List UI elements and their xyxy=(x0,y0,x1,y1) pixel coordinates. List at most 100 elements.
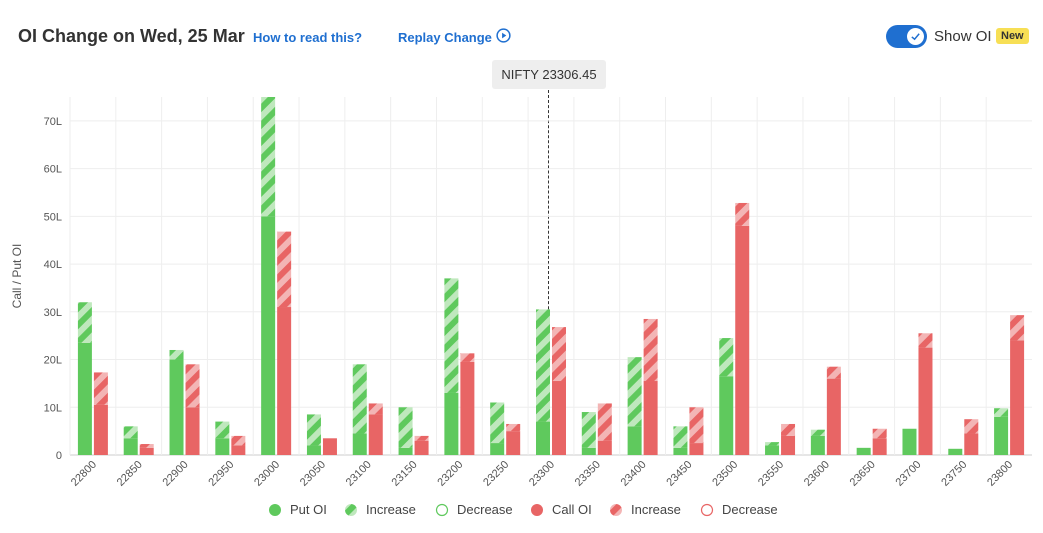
put-oi-bar xyxy=(581,447,596,455)
put-increase-bar xyxy=(215,421,230,439)
x-tick-label: 23450 xyxy=(664,459,694,489)
spot-price-label: NIFTY 23306.45 xyxy=(492,60,606,89)
call-oi-bar xyxy=(1010,340,1025,455)
call-decrease-swatch xyxy=(700,503,714,516)
put-oi-bar xyxy=(673,447,688,455)
x-tick-label: 23200 xyxy=(435,459,465,489)
replay-change-link[interactable]: Replay Change xyxy=(398,30,492,45)
put-oi-bar xyxy=(994,416,1009,455)
legend-label: Put OI xyxy=(290,502,327,517)
y-tick-label: 10L xyxy=(44,402,62,414)
call-oi-bar xyxy=(689,443,704,455)
call-increase-bar xyxy=(414,435,429,441)
call-oi-bar xyxy=(918,347,933,455)
put-oi-bar xyxy=(123,438,138,455)
call-increase-bar xyxy=(93,372,108,405)
legend-put-oi[interactable]: Put OI xyxy=(268,502,327,517)
call-increase-bar xyxy=(872,428,887,439)
call-oi-bar xyxy=(322,438,337,455)
call-oi-bar xyxy=(506,431,521,455)
call-oi-bar xyxy=(552,381,566,455)
check-icon xyxy=(911,33,920,41)
call-increase-bar xyxy=(368,403,383,415)
call-oi-bar xyxy=(643,381,658,455)
put-decrease-swatch xyxy=(435,503,449,516)
call-increase-bar xyxy=(231,435,246,446)
put-oi-bar xyxy=(536,421,550,455)
new-badge: New xyxy=(996,28,1029,44)
put-oi-bar xyxy=(490,443,505,455)
play-circle-icon[interactable] xyxy=(496,28,511,43)
call-increase-bar xyxy=(552,327,566,382)
put-increase-bar xyxy=(352,364,367,434)
put-oi-bar xyxy=(169,359,184,455)
call-oi-bar xyxy=(231,445,246,455)
x-tick-label: 23100 xyxy=(344,459,374,489)
put-increase-bar xyxy=(719,338,734,377)
y-tick-label: 60L xyxy=(44,164,62,176)
bars xyxy=(77,97,1025,455)
put-increase-bar xyxy=(123,426,138,439)
put-oi-bar xyxy=(77,342,92,455)
put-oi-bar xyxy=(627,426,642,455)
put-increase-bar xyxy=(536,309,550,422)
oi-bar-chart: 0 10L 20L 30L 40L 50L 60L 70L 22800 22850 22900 229… xyxy=(10,97,1032,489)
call-increase-bar xyxy=(597,403,612,441)
call-increase-bar xyxy=(735,202,750,226)
x-tick-label: 23600 xyxy=(802,459,832,489)
x-tick-label: 22850 xyxy=(115,459,145,489)
put-increase-bar xyxy=(994,408,1009,417)
put-increase-bar xyxy=(810,429,825,436)
x-tick-label: 23250 xyxy=(481,459,511,489)
legend-label: Increase xyxy=(631,502,681,517)
x-tick-label: 23400 xyxy=(619,459,649,489)
call-oi-bar xyxy=(185,407,200,455)
call-increase-bar xyxy=(277,231,292,308)
legend-label: Call OI xyxy=(552,502,592,517)
call-increase-swatch xyxy=(610,503,622,516)
x-tick-label: 22950 xyxy=(206,459,236,489)
call-increase-bar xyxy=(139,444,154,448)
put-oi-bar xyxy=(352,433,367,455)
put-oi-bar xyxy=(398,447,413,455)
put-increase-bar xyxy=(77,302,92,343)
call-increase-bar xyxy=(460,353,475,362)
legend-call-increase[interactable]: Increase xyxy=(609,502,681,517)
legend-label: Decrease xyxy=(457,502,513,517)
put-increase-bar xyxy=(261,97,276,217)
put-increase-bar xyxy=(673,426,688,448)
x-tick-label: 22900 xyxy=(161,459,191,489)
legend-put-increase[interactable]: Increase xyxy=(344,502,416,517)
show-oi-toggle[interactable] xyxy=(886,25,927,48)
x-tick-label: 23550 xyxy=(756,459,786,489)
put-increase-bar xyxy=(581,412,596,448)
call-oi-bar xyxy=(139,447,154,455)
put-increase-bar xyxy=(398,407,413,448)
y-tick-label: 20L xyxy=(44,355,62,367)
call-oi-bar xyxy=(368,414,383,455)
y-tick-label: 40L xyxy=(44,259,62,271)
call-oi-bar xyxy=(964,433,979,455)
put-increase-bar xyxy=(444,278,459,393)
chart-title: OI Change on Wed, 25 Mar xyxy=(18,26,245,46)
legend-label: Increase xyxy=(366,502,416,517)
legend-put-decrease[interactable]: Decrease xyxy=(435,502,513,517)
call-increase-bar xyxy=(185,364,200,408)
legend-call-oi[interactable]: Call OI xyxy=(530,502,592,517)
spot-price-line xyxy=(548,90,549,455)
call-oi-bar xyxy=(460,361,475,455)
call-increase-bar xyxy=(781,423,796,436)
x-tick-label: 23500 xyxy=(710,459,740,489)
x-tick-label: 23050 xyxy=(298,459,328,489)
call-oi-swatch xyxy=(531,503,543,516)
how-to-read-link[interactable]: How to read this? xyxy=(253,30,363,45)
x-tick-label: 23150 xyxy=(390,459,420,489)
x-tick-label: 22800 xyxy=(69,459,99,489)
legend-call-decrease[interactable]: Decrease xyxy=(700,502,778,517)
x-tick-label: 23800 xyxy=(985,459,1015,489)
y-tick-label: 30L xyxy=(44,307,62,319)
put-oi-bar xyxy=(902,428,917,455)
put-oi-bar xyxy=(856,447,871,455)
put-increase-swatch xyxy=(345,503,357,516)
show-oi-label: Show OI xyxy=(934,28,992,45)
